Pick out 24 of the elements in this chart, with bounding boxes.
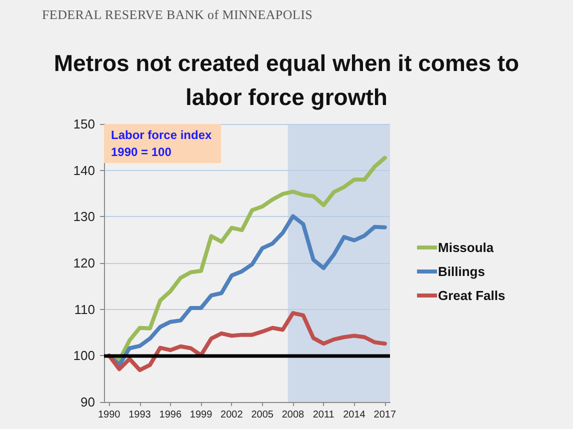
y-tick-label: 150 — [73, 116, 95, 132]
y-tick-label: 100 — [73, 348, 95, 364]
x-tick-label: 1999 — [190, 410, 213, 420]
x-tick-label: 2014 — [343, 410, 366, 420]
y-tick-label: 90 — [80, 394, 95, 410]
x-tick-label: 2002 — [220, 410, 244, 420]
y-tick-label: 110 — [74, 302, 95, 317]
line-series — [107, 311, 387, 372]
y-tick-label: 130 — [73, 209, 95, 224]
x-tick-label: 1990 — [98, 410, 121, 420]
annotation: Labor force index 1990 = 100 — [104, 124, 221, 163]
text: FEDERAL RESERVE BANK of MINNEAPOLIS — [42, 7, 313, 23]
x-tick-label: 2005 — [251, 410, 274, 420]
x-tick-label: 2011 — [312, 410, 335, 420]
legend-label: Billings — [438, 264, 485, 279]
legend-label: Missoula — [438, 240, 494, 255]
y-tick-label: 120 — [73, 256, 95, 270]
x-tick-label: 1996 — [159, 410, 182, 420]
legend-label: Great Falls — [438, 288, 506, 303]
x-tick-label: 2017 — [374, 410, 396, 420]
y-tick-label: 140 — [73, 162, 95, 178]
x-tick-label: 1993 — [128, 410, 152, 420]
chart-title: Metros not created equal when it comes to labor force growth — [52, 49, 520, 112]
x-tick-label: 2008 — [282, 410, 305, 420]
